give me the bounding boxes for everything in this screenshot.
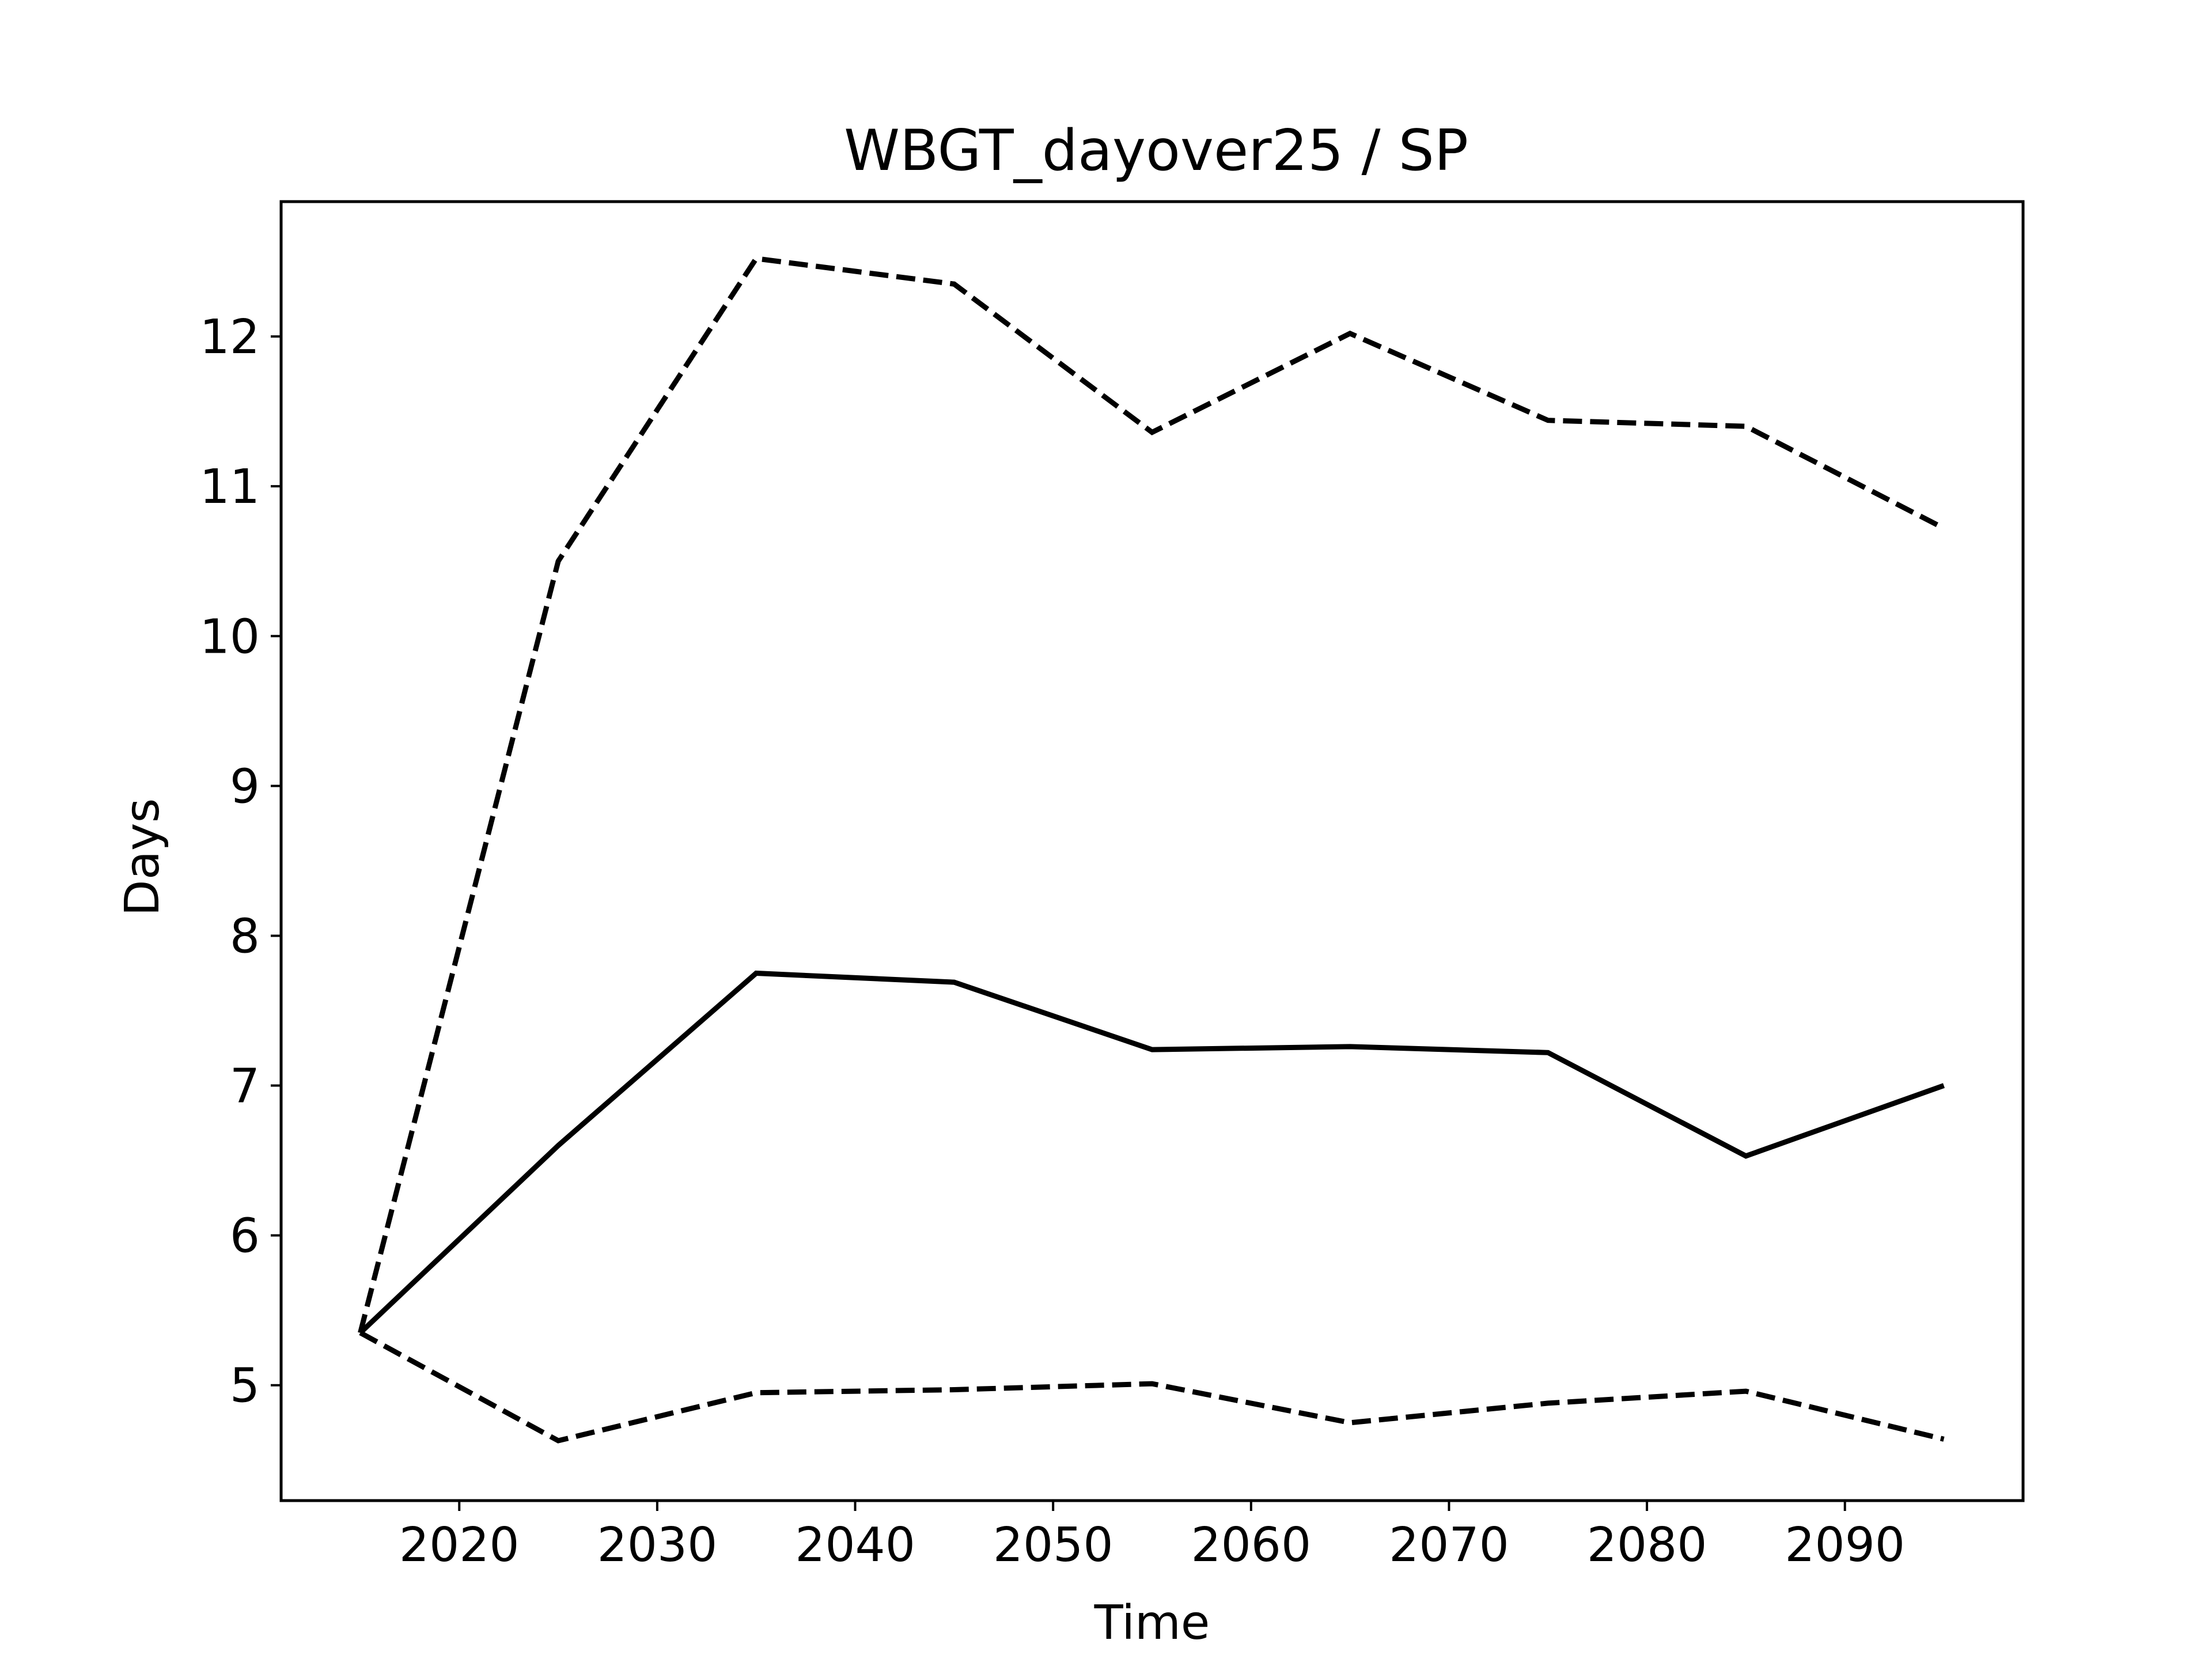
x-tick-label: 2080 [1587,1518,1707,1573]
y-tick-label: 6 [230,1209,260,1264]
y-tick-label: 11 [200,460,260,514]
x-axis: 2020 2030 2040 2050 2060 2070 2080 2090 [399,1501,1905,1573]
x-tick-label: 2020 [399,1518,520,1573]
x-tick-label: 2050 [993,1518,1113,1573]
chart-title: WBGT_dayover25 / SP [844,118,1468,184]
y-tick-label: 10 [200,609,260,664]
x-tick-label: 2060 [1191,1518,1311,1573]
series-line-3 [359,1330,1945,1444]
y-tick-label: 8 [230,909,260,964]
series-line-2 [358,255,1945,1334]
series-line-1 [358,970,1945,1335]
plot-frame [279,200,2025,1502]
y-tick-label: 7 [230,1059,260,1114]
y-tick-label: 5 [230,1359,260,1414]
x-tick-label: 2030 [597,1518,718,1573]
x-tick-label: 2090 [1785,1518,1905,1573]
plot-lines [358,255,1945,1444]
y-tick-label: 9 [230,759,260,814]
y-axis-title: Days [115,798,170,916]
y-axis: 5 6 7 8 9 10 11 12 [200,310,281,1414]
x-tick-label: 2040 [795,1518,915,1573]
x-axis-title: Time [1094,1596,1210,1650]
y-tick-label: 12 [200,310,260,365]
x-tick-label: 2070 [1389,1518,1509,1573]
